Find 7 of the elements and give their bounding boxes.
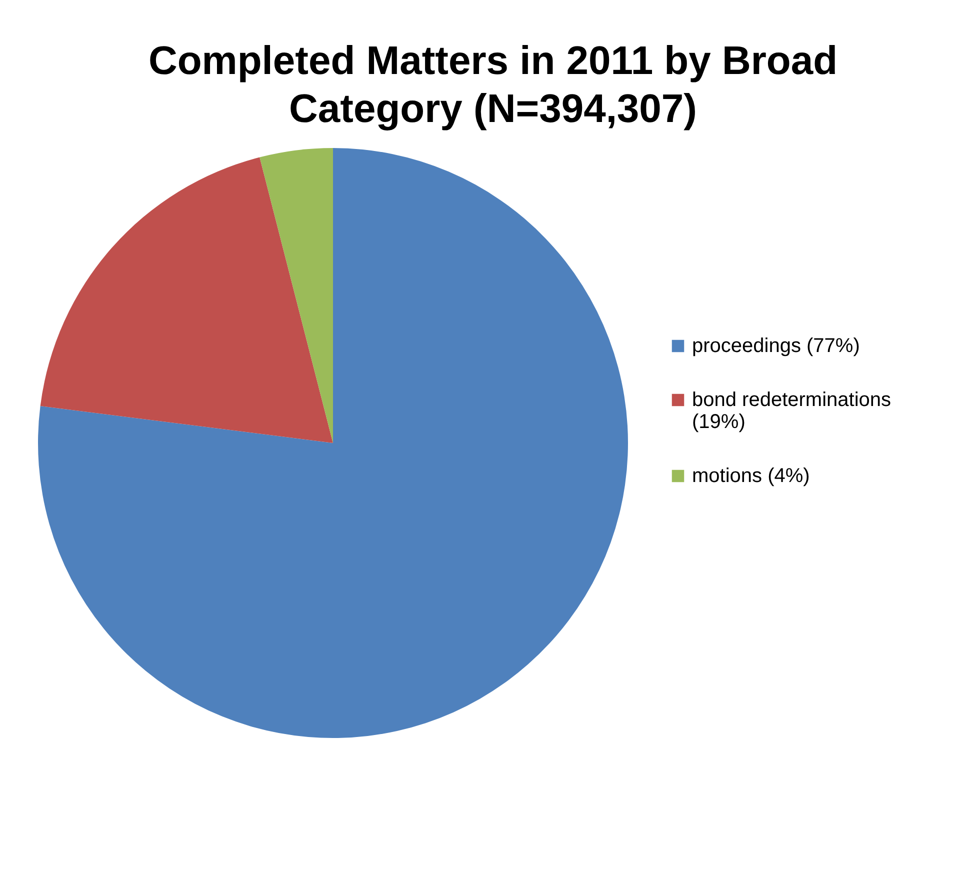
pie-slice xyxy=(260,148,333,443)
legend-label: motions (4%) xyxy=(692,465,810,487)
pie-slice xyxy=(40,157,333,443)
legend-label: proceedings (77%) xyxy=(692,335,860,357)
legend-label: bond redeterminations (19%) xyxy=(692,389,892,433)
chart-title: Completed Matters in 2011 by Broad Category (N=394,307) xyxy=(148,39,838,131)
pie-slice xyxy=(38,148,628,738)
